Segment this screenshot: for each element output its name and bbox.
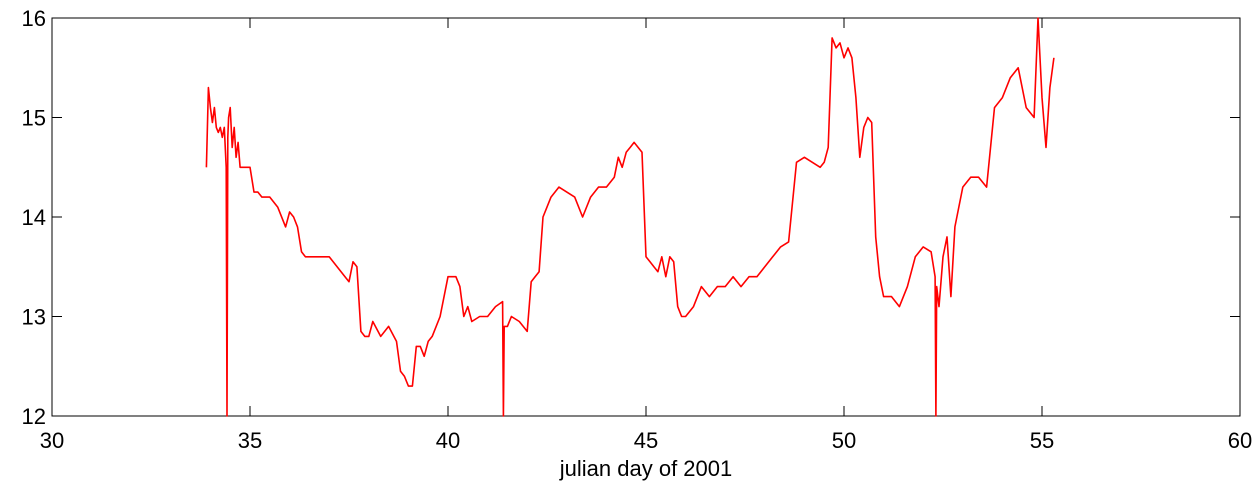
y-tick-label: 14	[22, 205, 46, 230]
x-tick-label: 55	[1030, 428, 1054, 453]
y-tick-label: 12	[22, 404, 46, 429]
x-tick-label: 60	[1228, 428, 1252, 453]
y-tick-label: 15	[22, 106, 46, 131]
x-axis-label: julian day of 2001	[559, 456, 732, 481]
x-tick-label: 35	[238, 428, 262, 453]
y-tick-label: 13	[22, 305, 46, 330]
series-layer	[205, 17, 1055, 417]
x-tick-label: 30	[40, 428, 64, 453]
tick-labels: 30 35 40 45 50 55 60 12 13 14 15 16	[22, 6, 1253, 453]
x-tick-label: 40	[436, 428, 460, 453]
x-tick-label: 50	[832, 428, 856, 453]
axis-ticks	[51, 17, 1241, 417]
y-tick-label: 16	[22, 6, 46, 31]
x-tick-label: 45	[634, 428, 658, 453]
series-line-0	[205, 17, 1055, 417]
plot-area	[51, 17, 1241, 417]
